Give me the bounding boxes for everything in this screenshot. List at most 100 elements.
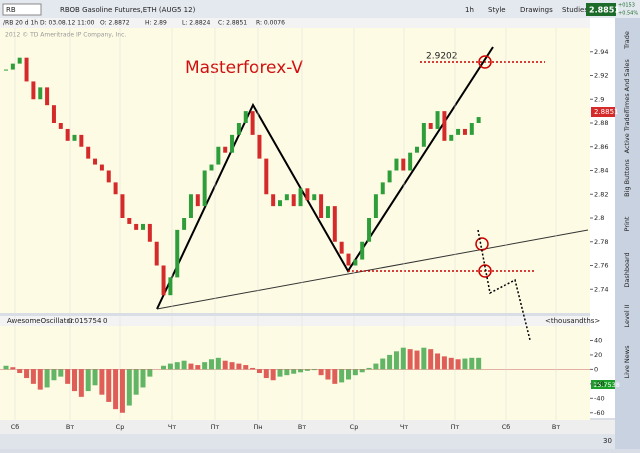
side-tab: Level II bbox=[623, 304, 631, 327]
osc-bar bbox=[318, 369, 324, 376]
candle-body bbox=[373, 194, 378, 218]
candle-body bbox=[45, 87, 50, 106]
circle bbox=[478, 264, 492, 278]
osc-bar bbox=[140, 369, 146, 388]
osc-bar bbox=[407, 349, 413, 370]
y-tick-label: 2.84 bbox=[594, 167, 608, 175]
side-tab: Big Buttons bbox=[623, 159, 631, 197]
toolbar bbox=[0, 0, 640, 18]
interval[interactable]: 1h bbox=[465, 6, 474, 14]
osc-tag: 15.7538 bbox=[593, 381, 620, 389]
osc-bar bbox=[428, 349, 434, 370]
y-tick-label: 2.88 bbox=[594, 119, 608, 127]
osc-bar bbox=[359, 369, 365, 373]
candle-body bbox=[79, 134, 84, 147]
x-tick-label: Пн bbox=[253, 423, 262, 431]
osc-bar bbox=[85, 369, 91, 392]
symbol-box[interactable] bbox=[2, 3, 42, 16]
description: RBOB Gasoline Futures,ETH (AUG5 12) bbox=[60, 6, 196, 14]
x-tick-label: Вт bbox=[298, 423, 306, 431]
osc-bar bbox=[332, 369, 338, 384]
candle-body bbox=[469, 123, 474, 135]
candle-body bbox=[154, 241, 159, 266]
x-tick-label: Пт bbox=[211, 423, 220, 431]
symbol: RB bbox=[6, 6, 16, 14]
candle-body bbox=[462, 128, 467, 135]
level-label: 2.9202 bbox=[426, 52, 458, 62]
x-tick-label: Вт bbox=[552, 423, 560, 431]
candle-body bbox=[17, 57, 22, 64]
osc-bar bbox=[270, 369, 276, 381]
style-button[interactable]: Style bbox=[488, 6, 506, 14]
osc-bar bbox=[147, 369, 153, 377]
osc-name: AwesomeOscillator bbox=[7, 317, 74, 325]
info-item: L: 2.8824 bbox=[182, 20, 210, 27]
osc-bar bbox=[188, 363, 194, 370]
osc-bar bbox=[387, 354, 393, 370]
osc-bar bbox=[209, 359, 214, 370]
osc-tick-label: 40 bbox=[594, 336, 602, 344]
osc-bar bbox=[195, 365, 201, 370]
x-tick-label: Чт bbox=[168, 423, 176, 431]
side-tab: Print bbox=[623, 216, 631, 231]
osc-tag-box bbox=[591, 380, 615, 389]
osc-extra: 0 bbox=[103, 317, 107, 325]
candle-body bbox=[401, 158, 406, 171]
price-tag: 2.8851 bbox=[594, 108, 619, 116]
y-tick-label: 2.94 bbox=[594, 48, 608, 56]
osc-bar bbox=[99, 369, 105, 395]
osc-bar bbox=[37, 369, 43, 390]
copyright: 2012 © TD Ameritrade IP Company, Inc. bbox=[5, 32, 126, 39]
x-tick-label: Пт bbox=[451, 423, 460, 431]
osc-bar bbox=[161, 365, 167, 370]
osc-bar bbox=[469, 357, 475, 370]
candle-body bbox=[415, 146, 419, 153]
studies-button[interactable]: Studies bbox=[562, 6, 588, 14]
osc-bar bbox=[421, 347, 427, 370]
candle-body bbox=[236, 123, 241, 135]
osc-bar bbox=[78, 369, 84, 397]
candle-body bbox=[106, 170, 111, 183]
drawings-button[interactable]: Drawings bbox=[520, 6, 553, 14]
candle-body bbox=[284, 194, 289, 201]
support-line bbox=[156, 229, 589, 310]
x-tick-label: Ср bbox=[116, 423, 125, 431]
osc-bar bbox=[167, 363, 173, 370]
x-tick-label: Ср bbox=[350, 423, 359, 431]
osc-bar bbox=[17, 369, 23, 373]
x-tick-label: Вт bbox=[66, 423, 74, 431]
candle-body bbox=[175, 229, 180, 278]
candle-body bbox=[86, 146, 91, 159]
candle-body bbox=[38, 87, 43, 100]
osc-bar bbox=[455, 359, 461, 370]
osc-tick-label: 20 bbox=[594, 351, 602, 359]
candle-body bbox=[408, 152, 413, 171]
scrollbar[interactable] bbox=[0, 434, 615, 449]
candle-body bbox=[4, 69, 8, 71]
candle-body bbox=[319, 194, 324, 218]
candle-body bbox=[291, 194, 296, 207]
candle-body bbox=[141, 223, 145, 230]
candle-body bbox=[305, 188, 310, 201]
annotation: Masterforex-V bbox=[185, 58, 303, 78]
osc-bar bbox=[256, 369, 262, 373]
candle-body bbox=[353, 259, 358, 266]
candle-body bbox=[387, 170, 392, 183]
osc-bar bbox=[291, 369, 297, 374]
osc-header bbox=[0, 316, 590, 326]
candle-body bbox=[58, 123, 63, 129]
osc-bar bbox=[236, 363, 242, 370]
osc-bar bbox=[441, 356, 447, 370]
candle-body bbox=[442, 111, 447, 141]
osc-bar bbox=[352, 369, 358, 376]
osc-bar bbox=[202, 362, 208, 370]
candle-body bbox=[147, 223, 152, 242]
info-item: D: 03.08.12 11:00 bbox=[40, 20, 95, 27]
osc-bar bbox=[24, 369, 30, 379]
candle-body bbox=[264, 158, 269, 195]
candle-body bbox=[421, 123, 426, 147]
osc-bar bbox=[44, 369, 50, 388]
osc-bar bbox=[10, 367, 16, 370]
change-pct: +0.54% bbox=[618, 11, 638, 17]
candle-body bbox=[367, 218, 372, 242]
